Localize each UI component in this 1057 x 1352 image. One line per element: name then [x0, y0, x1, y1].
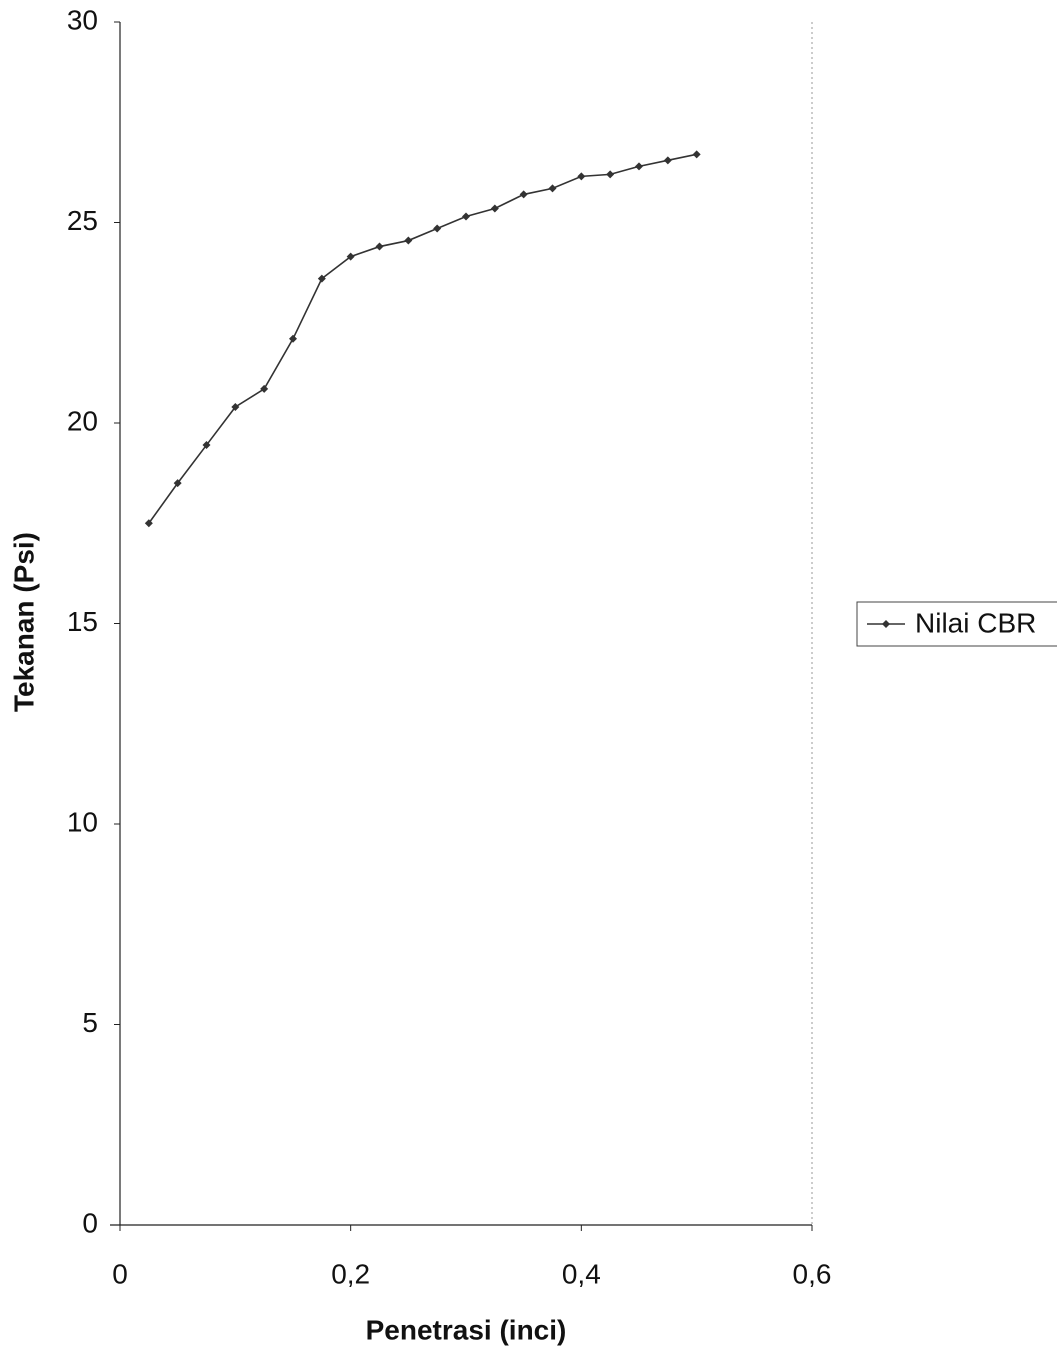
data-point	[692, 150, 701, 159]
data-point	[577, 172, 586, 181]
data-point	[346, 252, 355, 261]
y-tick-label: 10	[67, 806, 98, 837]
data-point	[635, 162, 643, 171]
data-point	[663, 156, 672, 165]
data-point	[462, 212, 470, 221]
x-tick-label: 0	[112, 1258, 128, 1289]
y-tick-label: 15	[67, 606, 98, 637]
data-point	[404, 236, 413, 245]
data-point	[317, 274, 326, 283]
y-axis-title: Tekanan (Psi)	[8, 532, 39, 712]
data-point	[490, 204, 499, 213]
data-point	[173, 479, 182, 488]
data-point	[606, 170, 615, 179]
data-point	[260, 384, 269, 393]
data-point	[548, 184, 557, 193]
y-tick-label: 20	[67, 405, 98, 436]
data-point	[433, 224, 442, 233]
x-tick-label: 0,4	[562, 1258, 601, 1289]
data-point	[202, 441, 211, 450]
data-point	[519, 190, 528, 199]
y-tick-label: 0	[82, 1207, 98, 1238]
data-point	[375, 242, 384, 251]
data-point	[144, 519, 153, 528]
legend-marker	[882, 620, 890, 628]
series-line	[148, 153, 697, 524]
y-tick-label: 30	[67, 4, 98, 35]
x-tick-label: 0,6	[793, 1258, 832, 1289]
data-point	[231, 402, 240, 411]
x-axis-title: Penetrasi (inci)	[366, 1314, 567, 1345]
data-point	[289, 334, 297, 343]
legend-label: Nilai CBR	[915, 607, 1036, 638]
x-tick-label: 0,2	[331, 1258, 370, 1289]
y-tick-label: 25	[67, 205, 98, 236]
y-tick-label: 5	[82, 1007, 98, 1038]
